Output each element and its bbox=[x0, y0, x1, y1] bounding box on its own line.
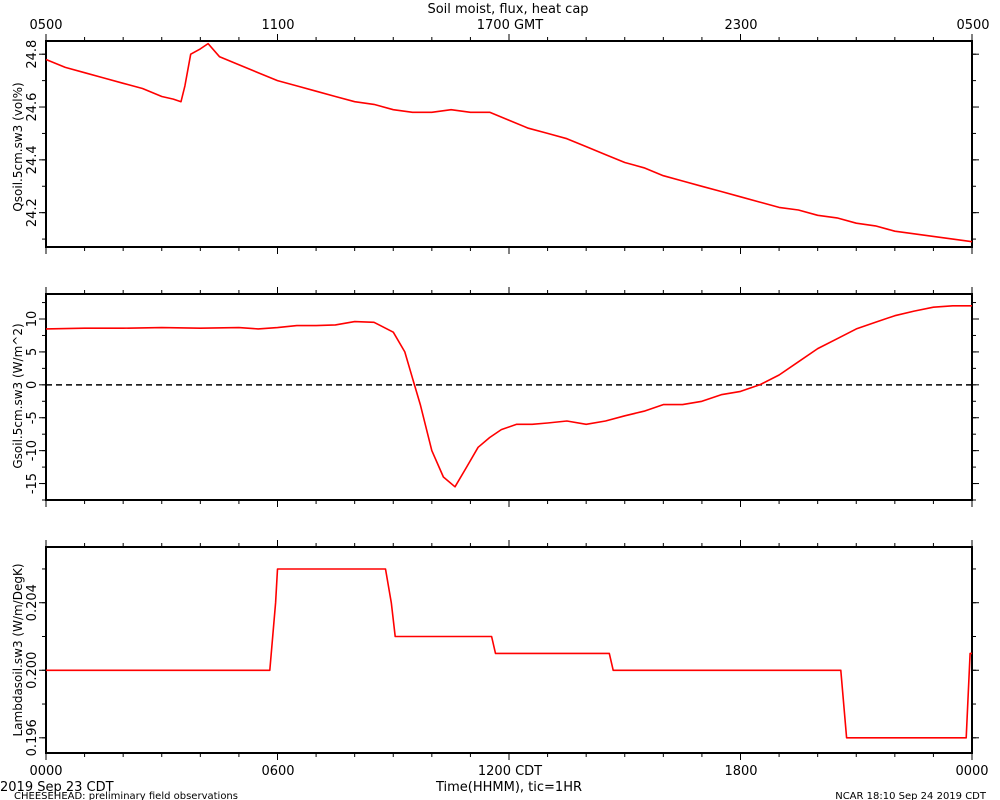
y-tick-label: 0.204 bbox=[25, 584, 40, 621]
top-tick-label: 1700 GMT bbox=[477, 18, 544, 33]
top-tick-label: 0500 bbox=[956, 18, 989, 33]
y-tick-label: 24.6 bbox=[25, 93, 40, 122]
chart-title: Soil moist, flux, heat cap bbox=[427, 2, 588, 17]
y-axis-title-flux: Gsoil.5cm.sw3 (W/m^2) bbox=[11, 323, 25, 468]
y-axis-title-lambda: Lambdasoil.sw3 (W/m/DegK) bbox=[11, 563, 25, 736]
y-axis-title-moisture: Qsoil.5cm.sw3 (vol%) bbox=[11, 82, 25, 211]
series-line bbox=[45, 305, 972, 488]
date-label: 2019 Sep 23 CDT bbox=[0, 780, 114, 795]
x-axis-title: Time(HHMM), tic=1HR bbox=[435, 780, 582, 795]
bottom-tick-label: 1800 bbox=[724, 764, 757, 779]
y-tick-label: -10 bbox=[25, 440, 40, 461]
bottom-tick-label: 0600 bbox=[261, 764, 294, 779]
y-tick-label: 24.8 bbox=[25, 40, 40, 69]
top-tick-label: 2300 bbox=[724, 18, 757, 33]
top-tick-label: 0500 bbox=[29, 18, 62, 33]
y-tick-label: 0.200 bbox=[25, 652, 40, 689]
y-tick-label: -5 bbox=[25, 411, 40, 424]
bottom-tick-label: 0000 bbox=[29, 764, 62, 779]
y-tick-label: 24.4 bbox=[25, 145, 40, 174]
panel-soil-moisture: 24.2 24.4 24.6 24.8 bbox=[25, 34, 979, 254]
y-tick-label: -15 bbox=[25, 473, 40, 494]
top-tick-label: 1100 bbox=[261, 18, 294, 33]
series-line bbox=[46, 568, 972, 739]
y-tick-label: 0 bbox=[25, 381, 40, 389]
y-tick-label: 5 bbox=[25, 348, 40, 356]
y-tick-label: 10 bbox=[25, 311, 40, 328]
bottom-tick-label: 1200 CDT bbox=[478, 764, 542, 779]
timestamp-note: NCAR 18:10 Sep 24 2019 CDT bbox=[835, 791, 987, 800]
y-tick-label: 0.196 bbox=[25, 719, 40, 756]
bottom-tick-label: 0000 bbox=[955, 764, 988, 779]
series-line bbox=[45, 42, 973, 243]
project-note: CHEESEHEAD: preliminary field observatio… bbox=[14, 791, 238, 800]
panel-soil-heat-flux: -15 -10 -5 0 5 10 bbox=[25, 287, 979, 507]
panel-thermal-conductivity: 0.196 0.200 0.204 bbox=[25, 540, 979, 760]
y-tick-label: 24.2 bbox=[25, 198, 40, 227]
